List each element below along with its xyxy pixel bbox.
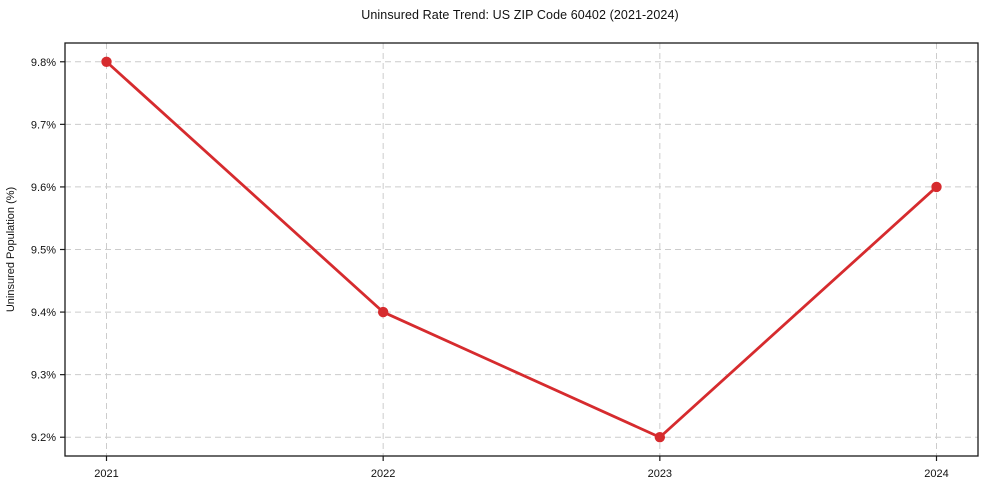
y-tick-label: 9.5%	[31, 245, 56, 257]
data-point	[377, 306, 389, 318]
x-tick-label: 2021	[94, 468, 118, 480]
data-point	[931, 181, 942, 193]
x-tick-label: 2024	[924, 468, 948, 480]
chart-title: Uninsured Rate Trend: US ZIP Code 60402 …	[361, 8, 679, 22]
data-point	[654, 432, 666, 443]
y-axis-label: Uninsured Population (%)	[5, 187, 17, 312]
trend-line	[105, 60, 938, 439]
x-tick-label: 2022	[371, 468, 395, 480]
y-tick-label: 9.3%	[31, 370, 56, 382]
y-tick-label: 9.6%	[31, 182, 56, 194]
data-point	[101, 56, 112, 67]
y-tick-label: 9.2%	[31, 432, 56, 444]
y-tick-label: 9.8%	[31, 57, 56, 69]
plot-border	[64, 42, 979, 457]
x-tick-label: 2023	[648, 468, 672, 480]
y-tick-label: 9.4%	[31, 307, 56, 319]
y-tick-label: 9.7%	[31, 119, 56, 131]
